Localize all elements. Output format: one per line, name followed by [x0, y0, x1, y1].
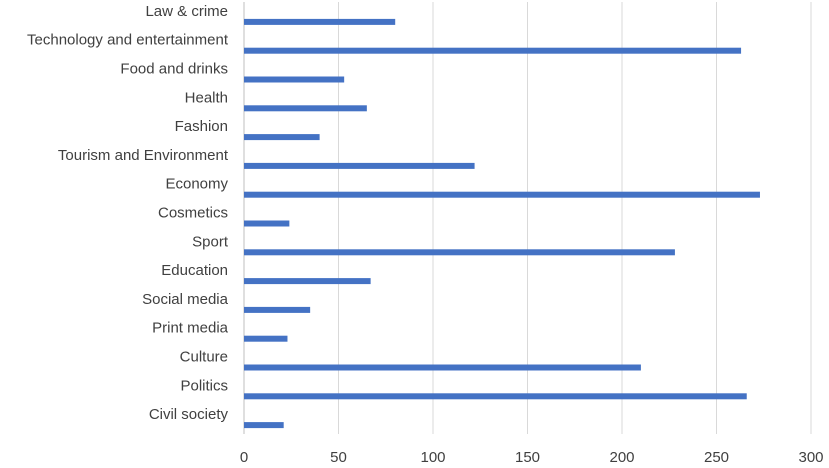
category-label: Food and drinks [120, 61, 228, 78]
category-label: Civil society [149, 406, 229, 423]
x-tick-label: 50 [330, 449, 347, 466]
bar-law-crime [244, 18, 396, 25]
category-label: Culture [180, 349, 228, 366]
x-tick-label: 100 [420, 449, 445, 466]
bar-technology-and-entertainment [244, 47, 742, 54]
bars [244, 18, 760, 429]
category-label: Cosmetics [158, 205, 228, 222]
bar-culture [244, 364, 641, 371]
gridlines [243, 2, 812, 434]
category-label: Social media [142, 291, 229, 308]
category-label: Fashion [175, 118, 228, 135]
category-label: Health [185, 89, 228, 106]
bar-economy [244, 191, 760, 198]
x-tick-label: 200 [609, 449, 634, 466]
x-tick-label: 300 [798, 449, 823, 466]
bar-food-and-drinks [244, 76, 345, 83]
bar-fashion [244, 134, 320, 141]
bar-sport [244, 249, 675, 256]
bar-tourism-and-environment [244, 162, 475, 169]
category-label: Print media [152, 320, 229, 337]
category-label: Politics [180, 377, 228, 394]
bar-education [244, 278, 371, 285]
category-label: Education [161, 262, 228, 279]
x-axis-tick-labels: 0 50 100 150 200 250 300 [240, 449, 824, 466]
x-tick-label: 0 [240, 449, 248, 466]
bar-health [244, 105, 367, 112]
category-label: Sport [192, 233, 229, 250]
bar-cosmetics [244, 220, 290, 227]
x-tick-label: 150 [515, 449, 540, 466]
category-label: Economy [165, 176, 228, 193]
bar-print-media [244, 335, 288, 342]
category-labels: Law & crime Technology and entertainment F… [27, 3, 229, 423]
bar-civil-society [244, 422, 284, 429]
bar-social-media [244, 306, 311, 313]
x-tick-label: 250 [704, 449, 729, 466]
bar-politics [244, 393, 747, 400]
category-label: Law & crime [145, 3, 228, 20]
category-label: Technology and entertainment [27, 32, 229, 49]
category-label: Tourism and Environment [58, 147, 229, 164]
